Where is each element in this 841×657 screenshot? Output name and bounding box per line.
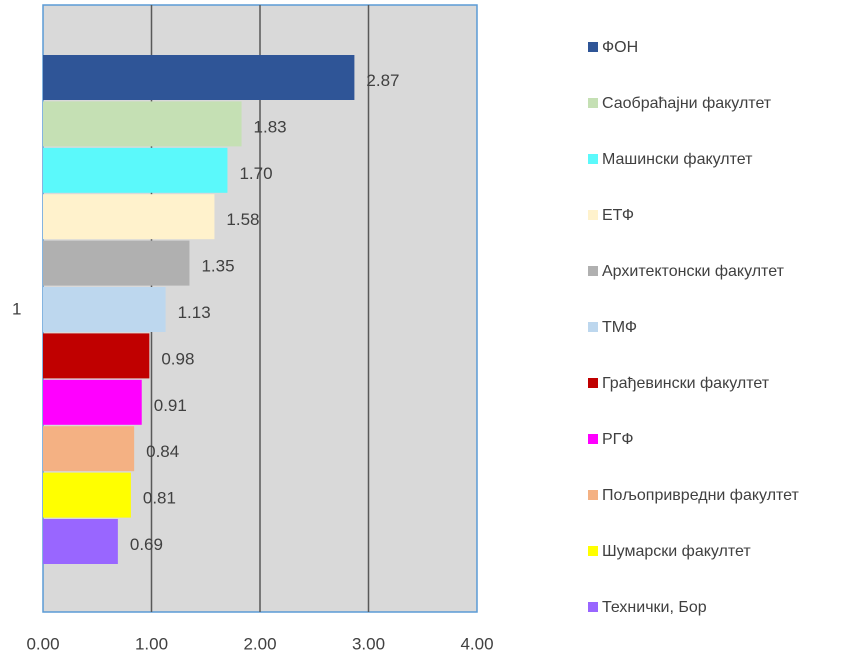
legend-swatch xyxy=(588,490,598,500)
bar xyxy=(43,240,190,286)
bar xyxy=(43,55,355,100)
legend-swatch xyxy=(588,322,598,332)
legend-item: ТМФ xyxy=(588,317,828,339)
legend-item: Пољопривредни факултет xyxy=(588,485,828,507)
x-tick-label: 4.00 xyxy=(460,634,493,653)
legend-label: ФОН xyxy=(602,39,639,56)
bar xyxy=(43,147,228,193)
y-tick-label: 1 xyxy=(12,299,21,318)
legend-label: Шумарски факултет xyxy=(602,543,751,560)
legend-item: Архитектонски факултет xyxy=(588,261,828,283)
legend-swatch xyxy=(588,98,598,108)
legend-item: Шумарски факултет xyxy=(588,541,828,563)
data-label: 1.35 xyxy=(201,257,234,276)
legend-label: Пољопривредни факултет xyxy=(602,487,799,504)
bar xyxy=(43,333,150,379)
x-tick-label: 0.00 xyxy=(26,634,59,653)
legend-label: Машински факултет xyxy=(602,151,753,168)
legend-item: Машински факултет xyxy=(588,149,828,171)
data-label: 0.81 xyxy=(143,489,176,508)
legend-swatch xyxy=(588,378,598,388)
legend-swatch xyxy=(588,42,598,52)
legend-label: ЕТФ xyxy=(602,207,635,224)
bar xyxy=(43,519,118,564)
bar xyxy=(43,194,215,240)
legend-swatch xyxy=(588,434,598,444)
x-tick-label: 3.00 xyxy=(352,634,385,653)
legend-item: ЕТФ xyxy=(588,205,828,227)
data-label: 0.91 xyxy=(154,396,187,415)
bar xyxy=(43,287,166,332)
x-tick-label: 2.00 xyxy=(243,634,276,653)
legend-item: Грађевински факултет xyxy=(588,373,828,395)
legend-label: РГФ xyxy=(602,431,634,448)
legend-label: ТМФ xyxy=(602,319,638,336)
legend-swatch xyxy=(588,266,598,276)
legend-swatch xyxy=(588,210,598,220)
data-label: 1.70 xyxy=(239,164,272,183)
bar xyxy=(43,379,142,425)
bar xyxy=(43,426,135,472)
bar xyxy=(43,472,131,518)
legend-swatch xyxy=(588,546,598,556)
data-label: 2.87 xyxy=(366,71,399,90)
legend-label: Саобраћајни факултет xyxy=(602,95,772,112)
data-label: 1.58 xyxy=(226,210,259,229)
data-label: 1.83 xyxy=(254,117,287,136)
legend-label: Технички, Бор xyxy=(602,599,707,616)
legend-label: Грађевински факултет xyxy=(602,375,770,392)
data-label: 0.98 xyxy=(161,349,194,368)
data-label: 0.84 xyxy=(146,442,179,461)
data-label: 1.13 xyxy=(178,303,211,322)
legend-item: ФОН xyxy=(588,37,828,59)
legend-label: Архитектонски факултет xyxy=(602,263,784,280)
data-label: 0.69 xyxy=(130,535,163,554)
legend-swatch xyxy=(588,602,598,612)
legend-swatch xyxy=(588,154,598,164)
legend-item: Саобраћајни факултет xyxy=(588,93,828,115)
legend-item: Технички, Бор xyxy=(588,597,828,619)
bar xyxy=(43,101,242,147)
x-tick-label: 1.00 xyxy=(135,634,168,653)
legend-item: РГФ xyxy=(588,429,828,451)
